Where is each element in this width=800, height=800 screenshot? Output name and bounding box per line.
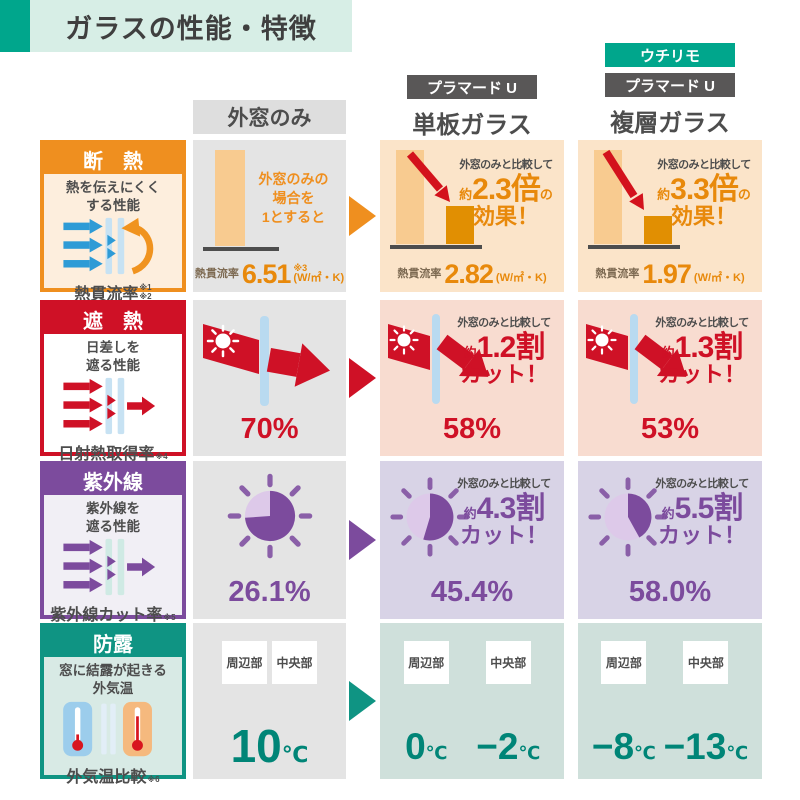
- insulation-desc: 熱を伝えにくく する性能: [65, 180, 161, 213]
- shading-base-value: 70%: [240, 413, 299, 445]
- condensation-desc: 窓に結露が起きる 外気温: [59, 663, 167, 696]
- uv-single-value: 45.4%: [430, 576, 514, 608]
- center-temp: 中央部 −13℃: [664, 641, 748, 765]
- edge-label: 周辺部: [403, 641, 449, 684]
- shading-base-cell: 70%: [193, 300, 346, 456]
- insulation-base-metric: 熱貫流率 6.51 ※3 (W/㎡・K): [194, 258, 345, 289]
- insulation-single-metric: 熱貫流率 2.82 (W/㎡・K): [397, 258, 547, 289]
- cut-text: 外窓のみと比較して 約5.5割 カット！: [655, 478, 749, 548]
- uv-label-card: 紫外線 紫外線を 遮る性能: [40, 461, 186, 624]
- column-header-double-glass: ウチリモ プラマード U 複層ガラス: [578, 43, 762, 138]
- sunlight-deflected-icon: [384, 314, 534, 419]
- row-shading: 遮 熱 日差しを 遮る性能: [0, 300, 800, 463]
- effect-text: 外窓のみと比較して 約3.3倍の 効果！: [657, 159, 751, 229]
- row-uv: 紫外線 紫外線を 遮る性能: [0, 461, 800, 624]
- insulation-label-card: 断 熱 熱を伝えにくく する性能: [40, 140, 186, 303]
- condensation-label-card: 防露 窓に結露が起きる 外気温: [40, 623, 186, 786]
- shading-single-cell: 外窓のみと比較して 約1.2割 カット！ 58%: [380, 300, 564, 456]
- uv-sun-pie-icon: [193, 469, 346, 563]
- insulation-double-metric: 熱貫流率 1.97 (W/㎡・K): [595, 258, 745, 289]
- shading-double-value: 53%: [640, 413, 700, 445]
- brand-badge-plamard: プラマード U: [605, 73, 735, 97]
- uv-sun-pie-icon: [584, 473, 672, 566]
- series-badge-uchirimo: ウチリモ: [605, 43, 735, 67]
- insulation-double-cell: 外窓のみと比較して 約3.3倍の 効果！ 熱貫流率 1.97 (W/㎡・K): [578, 140, 762, 292]
- uv-row-title: 紫外線: [44, 465, 182, 495]
- uv-desc: 紫外線を 遮る性能: [86, 501, 140, 534]
- shading-desc: 日差しを 遮る性能: [86, 340, 140, 373]
- row-condensation: 防露 窓に結露が起きる 外気温: [0, 623, 800, 786]
- column-title-double-glass: 複層ガラス: [610, 110, 730, 137]
- flow-arrow-icon: [349, 520, 376, 560]
- condensation-metric-label: 外気温比較 ※6: [66, 769, 160, 787]
- condensation-base-value: 10℃: [230, 720, 309, 772]
- bar-comparison-icon: [390, 148, 486, 259]
- flow-arrow-icon: [349, 358, 376, 398]
- uv-double-cell: 外窓のみと比較して 約5.5割 カット！ 58.0%: [578, 461, 762, 619]
- condensation-double-cell: 周辺部 −8℃ 中央部 −13℃: [578, 623, 762, 779]
- column-header-outer-only: 外窓のみ: [193, 100, 346, 134]
- uv-metric-label: 紫外線カット率 ※5: [50, 607, 176, 625]
- edge-temp: 周辺部 −8℃: [592, 641, 656, 765]
- shading-metric-label: 日射熱取得率 ※4: [58, 446, 168, 464]
- effect-text: 外窓のみと比較して 約2.3倍の 効果！: [459, 159, 553, 229]
- flow-arrow-icon: [349, 196, 376, 236]
- center-label: 中央部: [485, 641, 531, 684]
- insulation-single-cell: 外窓のみと比較して 約2.3倍の 効果！ 熱貫流率 2.82 (W/㎡・K): [380, 140, 564, 292]
- insulation-base-cell: 外窓のみの 場合を 1とすると 熱貫流率 6.51 ※3 (W/㎡・K): [193, 140, 346, 292]
- brand-badge-plamard: プラマード U: [407, 75, 537, 99]
- row-insulation: 断 熱 熱を伝えにくく する性能: [0, 140, 800, 303]
- center-temp: 中央部 −2℃: [476, 641, 540, 765]
- bar-chart-icon: [201, 150, 283, 259]
- center-label: 中央部: [683, 641, 729, 684]
- cut-text: 外窓のみと比較して 約1.3割 カット！: [655, 317, 749, 387]
- flow-arrow-icon: [349, 681, 376, 721]
- column-header-single-glass: プラマード U 単板ガラス: [380, 75, 564, 140]
- insulation-row-title: 断 熱: [44, 144, 182, 174]
- base-note: 外窓のみの 場合を 1とすると: [258, 171, 329, 225]
- uv-base-cell: 26.1%: [193, 461, 346, 619]
- column-title-single-glass: 単板ガラス: [412, 112, 532, 139]
- thermometers-icon: [63, 700, 163, 763]
- shading-label-card: 遮 熱 日差しを 遮る性能: [40, 300, 186, 463]
- title-accent-square: [0, 0, 30, 52]
- edge-label: 周辺部: [222, 641, 267, 684]
- shading-double-cell: 外窓のみと比較して 約1.3割 カット！ 53%: [578, 300, 762, 456]
- condensation-base-cell: 周辺部 中央部 10℃: [193, 623, 346, 779]
- temp-labels: 周辺部 中央部: [193, 641, 346, 684]
- center-label: 中央部: [272, 641, 317, 684]
- uv-base-value: 26.1%: [228, 576, 311, 608]
- edge-temp: 周辺部 0℃: [403, 641, 449, 765]
- condensation-single-cell: 周辺部 0℃ 中央部 −2℃: [380, 623, 564, 779]
- insulation-arrows-icon: [61, 217, 165, 280]
- sunlight-deflected-icon: [582, 314, 732, 419]
- cut-text: 外窓のみと比較して 約1.2割 カット！: [457, 317, 551, 387]
- shading-row-title: 遮 熱: [44, 304, 182, 334]
- edge-label: 周辺部: [601, 641, 647, 684]
- uv-single-cell: 外窓のみと比較して 約4.3割 カット！ 45.4%: [380, 461, 564, 619]
- insulation-metric-label: 熱貫流率 ※1 ※2: [74, 282, 152, 304]
- cut-text: 外窓のみと比較して 約4.3割 カット！: [457, 478, 551, 548]
- sunlight-through-glass-icon: [197, 314, 342, 415]
- page-title: ガラスの性能・特徴: [30, 0, 352, 52]
- shading-arrows-icon: [61, 377, 165, 440]
- condensation-row-title: 防露: [44, 627, 182, 657]
- uv-sun-pie-icon: [386, 473, 474, 566]
- uv-arrows-icon: [61, 538, 165, 601]
- bar-comparison-icon: [588, 148, 684, 259]
- shading-single-value: 58%: [442, 413, 502, 445]
- uv-double-value: 58.0%: [628, 576, 712, 608]
